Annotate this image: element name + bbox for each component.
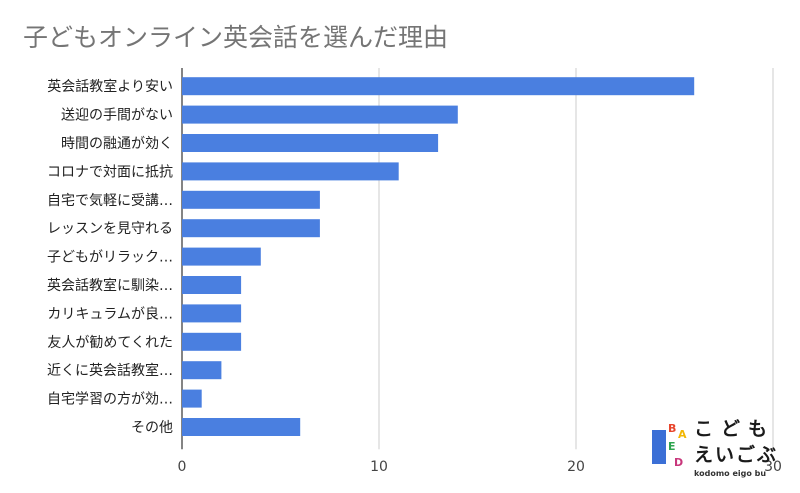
category-label: 英会話教室より安い bbox=[47, 78, 173, 95]
bar bbox=[182, 105, 458, 124]
category-label: 英会話教室に馴染… bbox=[47, 277, 173, 294]
category-label: その他 bbox=[131, 420, 173, 436]
logo-block-b: B bbox=[668, 422, 676, 435]
x-tick-label: 20 bbox=[567, 459, 585, 475]
category-label: 時間の融通が効く bbox=[61, 136, 173, 152]
bar bbox=[182, 247, 261, 266]
logo-subtitle: kodomo eigo bu bbox=[694, 469, 767, 478]
bar bbox=[182, 219, 320, 238]
logo-block-d: D bbox=[674, 456, 683, 469]
category-label: 子どもがリラック… bbox=[47, 250, 173, 266]
bar bbox=[182, 190, 320, 209]
bar bbox=[182, 304, 242, 323]
chart-title: 子どもオンライン英会話を選んだ理由 bbox=[23, 23, 449, 52]
bar bbox=[182, 361, 222, 380]
bar bbox=[182, 276, 242, 294]
category-label: レッスンを見守れる bbox=[47, 221, 173, 237]
bar bbox=[182, 77, 695, 96]
alphabet-blocks-icon: B A E D bbox=[652, 422, 687, 469]
category-label: 近くに英会話教室… bbox=[47, 362, 173, 379]
bar bbox=[182, 134, 439, 152]
logo-block-a: A bbox=[678, 428, 687, 441]
category-label: 自宅で気軽に受講… bbox=[47, 193, 173, 209]
category-label: 送迎の手間がない bbox=[61, 108, 173, 124]
x-tick-label: 30 bbox=[764, 459, 782, 475]
gridlines bbox=[181, 68, 774, 450]
x-tick-label: 0 bbox=[178, 459, 187, 475]
x-tick-label: 10 bbox=[370, 459, 388, 475]
bars bbox=[182, 77, 695, 436]
logo-text-line2: えいごぶ bbox=[694, 444, 779, 466]
bar bbox=[182, 332, 242, 351]
category-label: カリキュラムが良… bbox=[47, 306, 173, 322]
category-label: 自宅学習の方が効… bbox=[47, 392, 173, 408]
kodomo-eigo-bu-logo: B A E D こども えいごぶ kodomo eigo bu bbox=[648, 412, 798, 492]
logo-block-e: E bbox=[668, 440, 676, 453]
category-labels: 英会話教室より安い送迎の手間がない時間の融通が効くコロナで対面に抵抗自宅で気軽に… bbox=[47, 78, 173, 436]
bar bbox=[182, 418, 301, 436]
bar bbox=[182, 162, 399, 181]
bar bbox=[182, 389, 202, 408]
logo-text-line1: こども bbox=[694, 418, 776, 440]
logo-block-bar bbox=[652, 430, 666, 464]
category-label: 友人が勧めてくれた bbox=[47, 334, 173, 351]
x-tick-labels: 0 10 20 30 bbox=[178, 459, 782, 475]
category-label: コロナで対面に抵抗 bbox=[47, 164, 173, 180]
